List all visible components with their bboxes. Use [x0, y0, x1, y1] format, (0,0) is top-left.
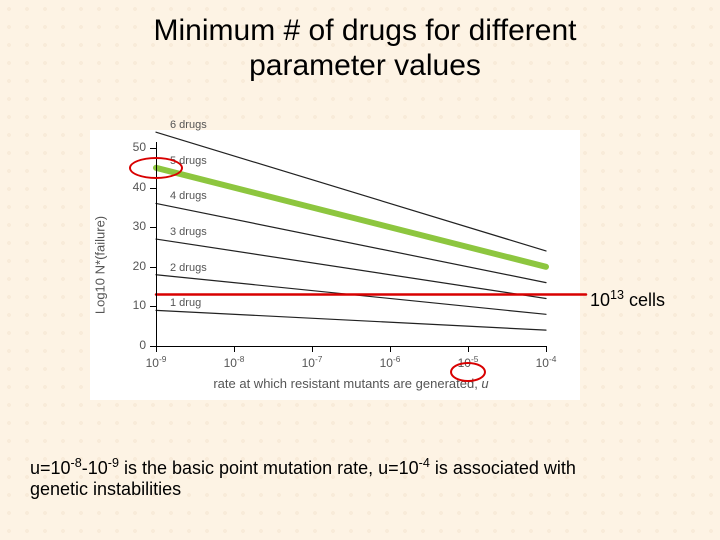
series-label: 6 drugs	[170, 119, 207, 131]
series-line	[156, 310, 546, 330]
title-line2: parameter values	[249, 49, 481, 82]
y-tick	[150, 306, 156, 307]
cap-p1: u=10	[30, 458, 71, 478]
x-tick-label: 10-8	[224, 354, 245, 370]
cells-annotation: 1013 cells	[590, 288, 665, 311]
page-title: Minimum # of drugs for different paramet…	[70, 14, 660, 83]
cap-l2: genetic instabilities	[30, 479, 181, 499]
y-axis-label: Log10 N*(failure)	[93, 216, 108, 314]
caption: u=10-8-10-9 is the basic point mutation …	[30, 456, 690, 500]
y-tick	[150, 267, 156, 268]
cells-exp: 13	[610, 288, 624, 302]
y-tick-label: 50	[116, 140, 146, 154]
cap-r1: is the basic point mutation rate, u=10	[119, 458, 419, 478]
cap-e1: -8	[71, 456, 82, 470]
y-tick-label: 0	[116, 338, 146, 352]
cap-dash: -10	[82, 458, 108, 478]
plot-area: 0102030405010-910-810-710-610-510-4rate …	[156, 148, 546, 346]
y-tick	[150, 227, 156, 228]
chart-lines	[156, 148, 546, 346]
series-label: 4 drugs	[170, 190, 207, 202]
y-tick-label: 40	[116, 180, 146, 194]
title-line1: Minimum # of drugs for different	[154, 14, 577, 47]
y-tick	[150, 148, 156, 149]
cells-base: 10	[590, 290, 610, 310]
y-tick-label: 10	[116, 298, 146, 312]
cap-r2: is associated with	[430, 458, 576, 478]
x-tick	[390, 346, 391, 352]
cap-e3: -4	[419, 456, 430, 470]
y-tick	[150, 188, 156, 189]
x-tick	[234, 346, 235, 352]
x-tick-label: 10-4	[536, 354, 557, 370]
highlight-ellipse	[450, 362, 486, 382]
y-tick-label: 30	[116, 219, 146, 233]
chart-container: 0102030405010-910-810-710-610-510-4rate …	[90, 130, 580, 400]
series-label: 2 drugs	[170, 262, 207, 274]
x-tick-label: 10-6	[380, 354, 401, 370]
x-tick-label: 10-9	[146, 354, 167, 370]
x-axis	[156, 346, 546, 347]
highlight-line	[156, 168, 546, 267]
cells-suffix: cells	[624, 290, 665, 310]
x-tick-label: 10-7	[302, 354, 323, 370]
y-tick-label: 20	[116, 259, 146, 273]
x-axis-label: rate at which resistant mutants are gene…	[213, 376, 488, 391]
series-line	[156, 132, 546, 251]
x-tick	[156, 346, 157, 352]
x-tick	[468, 346, 469, 352]
series-label: 1 drug	[170, 297, 201, 309]
series-line	[156, 239, 546, 298]
cap-e2: -9	[108, 456, 119, 470]
x-tick	[312, 346, 313, 352]
highlight-ellipse	[129, 157, 183, 179]
series-label: 3 drugs	[170, 226, 207, 238]
x-tick	[546, 346, 547, 352]
